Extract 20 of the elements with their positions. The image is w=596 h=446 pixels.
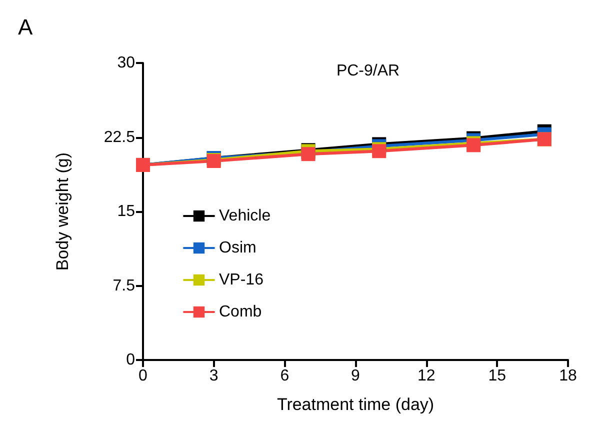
legend-label: Vehicle bbox=[219, 208, 271, 224]
x-tick-label: 0 bbox=[138, 368, 148, 384]
x-tick-label: 12 bbox=[417, 368, 436, 384]
legend-label: VP-16 bbox=[219, 272, 264, 288]
y-tick-label: 15 bbox=[117, 203, 136, 220]
x-tick-label: 3 bbox=[209, 368, 218, 384]
y-tick-label: 7.5 bbox=[112, 277, 136, 294]
x-tick-label: 6 bbox=[280, 368, 290, 384]
x-tick-label: 9 bbox=[351, 368, 360, 384]
y-tick-label: 0 bbox=[126, 352, 136, 368]
x-axis-title: Treatment time (day) bbox=[276, 395, 434, 414]
x-tick-label: 18 bbox=[559, 368, 577, 384]
legend-label: Comb bbox=[219, 304, 262, 320]
x-tick-label: 15 bbox=[488, 368, 506, 384]
y-tick-label: 30 bbox=[117, 54, 136, 72]
chart-title: PC-9/AR bbox=[336, 62, 400, 80]
y-axis-title: Body weight (g) bbox=[53, 152, 72, 271]
y-tick-label: 22.5 bbox=[104, 128, 136, 146]
legend-label: Osim bbox=[219, 240, 256, 256]
text: A bbox=[18, 14, 33, 40]
